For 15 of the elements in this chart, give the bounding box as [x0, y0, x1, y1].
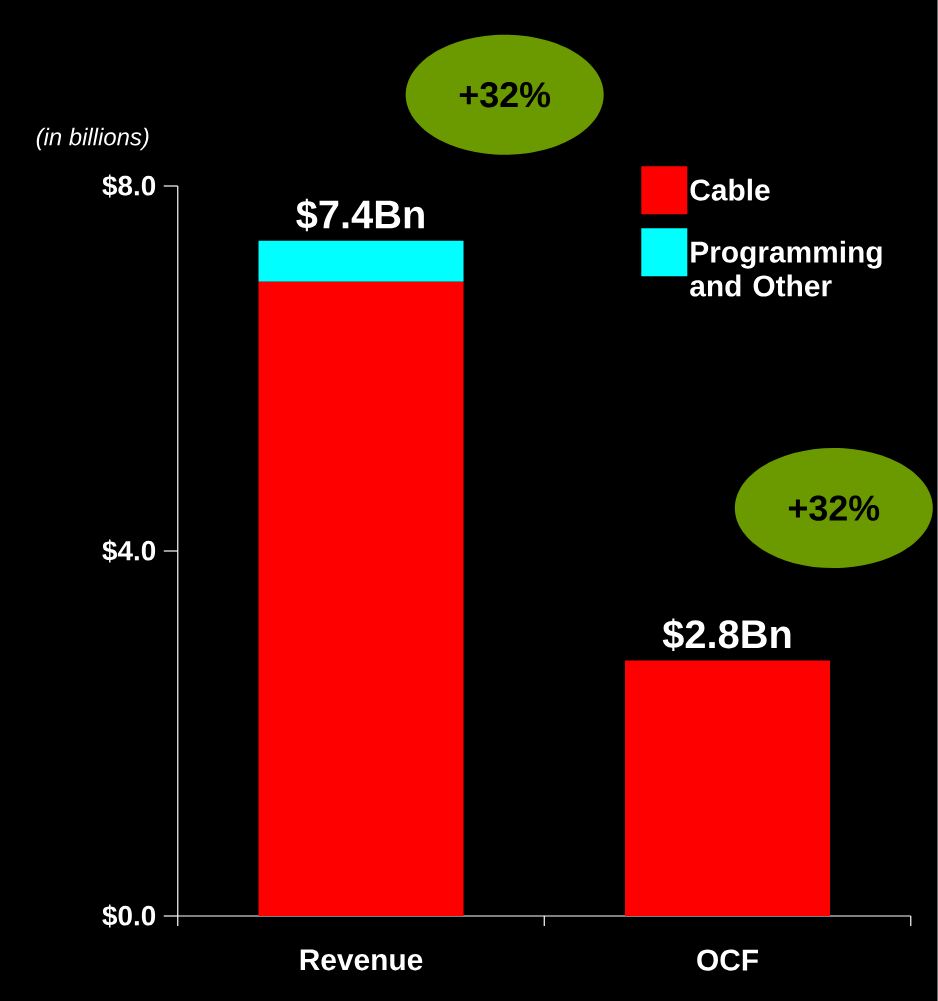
annotation: +32% — [789, 495, 880, 521]
legend-label: Programming and Other — [690, 240, 882, 297]
y-tick-label: $0.0 — [102, 904, 156, 928]
bar — [258, 240, 464, 282]
bar — [625, 660, 831, 916]
y-tick-label: $4.0 — [102, 539, 156, 563]
y-axis-title: (in billions) — [36, 127, 149, 151]
x-tick-label: Revenue — [300, 949, 423, 971]
total-label: $2.8Bn — [662, 618, 791, 651]
x-tick-label: OCF — [697, 949, 759, 971]
legend-label: Cable — [690, 178, 770, 201]
total-label: $7.4Bn — [296, 198, 424, 232]
text: +32% — [459, 82, 551, 108]
bar — [258, 281, 464, 916]
y-tick-label: $8.0 — [102, 174, 156, 198]
